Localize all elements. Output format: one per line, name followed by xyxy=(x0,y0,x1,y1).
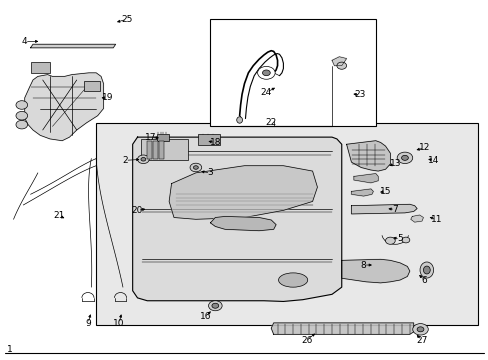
Polygon shape xyxy=(331,57,346,66)
Polygon shape xyxy=(30,44,116,48)
Circle shape xyxy=(137,155,149,163)
Text: 13: 13 xyxy=(388,159,400,168)
Bar xyxy=(84,81,100,91)
Circle shape xyxy=(401,156,407,160)
Polygon shape xyxy=(410,215,423,222)
Text: 19: 19 xyxy=(102,93,113,102)
Circle shape xyxy=(257,66,275,79)
Polygon shape xyxy=(351,204,416,214)
Text: 12: 12 xyxy=(418,143,429,152)
Ellipse shape xyxy=(236,117,242,123)
Text: 23: 23 xyxy=(354,90,365,99)
Text: 24: 24 xyxy=(260,88,271,97)
Polygon shape xyxy=(25,73,103,141)
Text: 22: 22 xyxy=(265,118,276,127)
Polygon shape xyxy=(351,189,372,196)
Ellipse shape xyxy=(278,273,307,287)
Text: 6: 6 xyxy=(421,275,427,284)
FancyBboxPatch shape xyxy=(96,123,477,325)
Circle shape xyxy=(262,70,270,76)
Polygon shape xyxy=(169,166,317,219)
Ellipse shape xyxy=(419,262,433,278)
Text: 15: 15 xyxy=(379,187,390,196)
Text: 18: 18 xyxy=(209,138,221,147)
Text: 1: 1 xyxy=(7,345,13,354)
Text: 25: 25 xyxy=(121,15,132,24)
Circle shape xyxy=(193,166,198,169)
Circle shape xyxy=(190,163,201,172)
Circle shape xyxy=(16,111,28,120)
Polygon shape xyxy=(346,141,389,171)
Text: 14: 14 xyxy=(427,156,439,165)
Circle shape xyxy=(336,62,346,69)
Text: 20: 20 xyxy=(132,206,143,215)
Text: 4: 4 xyxy=(22,37,27,46)
Bar xyxy=(159,141,163,158)
Circle shape xyxy=(141,157,145,161)
Text: 10: 10 xyxy=(113,319,124,328)
Circle shape xyxy=(211,303,218,308)
Text: 21: 21 xyxy=(53,211,64,220)
Polygon shape xyxy=(353,174,377,183)
Polygon shape xyxy=(210,216,276,231)
Text: 26: 26 xyxy=(301,336,312,345)
Text: 17: 17 xyxy=(145,133,157,142)
Polygon shape xyxy=(132,137,341,301)
Circle shape xyxy=(416,327,423,332)
Bar xyxy=(147,141,152,158)
Text: 16: 16 xyxy=(200,312,211,321)
Circle shape xyxy=(396,152,412,163)
FancyBboxPatch shape xyxy=(210,19,375,126)
Bar xyxy=(153,141,158,158)
Circle shape xyxy=(401,237,409,243)
Circle shape xyxy=(16,120,28,129)
Text: 3: 3 xyxy=(207,168,213,177)
Text: 7: 7 xyxy=(391,205,397,214)
Circle shape xyxy=(412,324,427,335)
Text: 2: 2 xyxy=(122,156,128,165)
Bar xyxy=(157,134,169,141)
Bar xyxy=(198,134,220,145)
Bar xyxy=(141,139,187,160)
Polygon shape xyxy=(271,323,413,334)
Text: 9: 9 xyxy=(85,319,91,328)
Circle shape xyxy=(385,237,394,244)
Ellipse shape xyxy=(423,266,429,274)
Circle shape xyxy=(16,101,28,109)
Polygon shape xyxy=(341,259,409,283)
Bar xyxy=(30,62,50,73)
Circle shape xyxy=(208,301,222,311)
Text: 27: 27 xyxy=(415,336,427,345)
Text: 8: 8 xyxy=(360,261,366,270)
Text: 5: 5 xyxy=(396,234,402,243)
Text: 11: 11 xyxy=(430,215,442,224)
